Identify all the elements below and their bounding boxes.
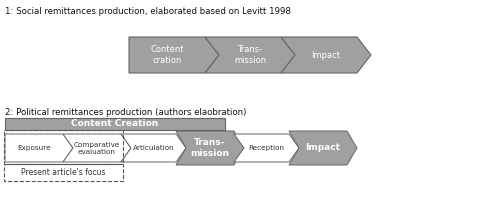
Text: Impact: Impact xyxy=(312,51,340,60)
Bar xyxy=(4,130,123,164)
Text: Comparative
evaluation: Comparative evaluation xyxy=(74,141,120,155)
Polygon shape xyxy=(234,134,299,162)
Text: 2: Political remittances production (authors elaobration): 2: Political remittances production (aut… xyxy=(5,108,246,117)
Text: Content Creation: Content Creation xyxy=(72,120,158,129)
Polygon shape xyxy=(289,131,357,165)
Bar xyxy=(4,164,123,181)
Polygon shape xyxy=(205,37,295,73)
Text: Impact: Impact xyxy=(306,143,340,152)
Text: Trans-
mission: Trans- mission xyxy=(234,45,266,65)
Text: Trans-
mission: Trans- mission xyxy=(190,138,230,158)
Text: Present article's focus: Present article's focus xyxy=(21,168,106,177)
Polygon shape xyxy=(121,134,186,162)
Text: Reception: Reception xyxy=(248,145,284,151)
Polygon shape xyxy=(281,37,371,73)
Text: Articulation: Articulation xyxy=(132,145,174,151)
Polygon shape xyxy=(129,37,219,73)
Polygon shape xyxy=(5,134,73,162)
Text: 1: Social remittances production, elaborated based on Levitt 1998: 1: Social remittances production, elabor… xyxy=(5,7,291,16)
Bar xyxy=(5,118,225,130)
Polygon shape xyxy=(176,131,244,165)
Polygon shape xyxy=(63,134,131,162)
Text: Exposure: Exposure xyxy=(17,145,51,151)
Text: Content
cration: Content cration xyxy=(150,45,184,65)
